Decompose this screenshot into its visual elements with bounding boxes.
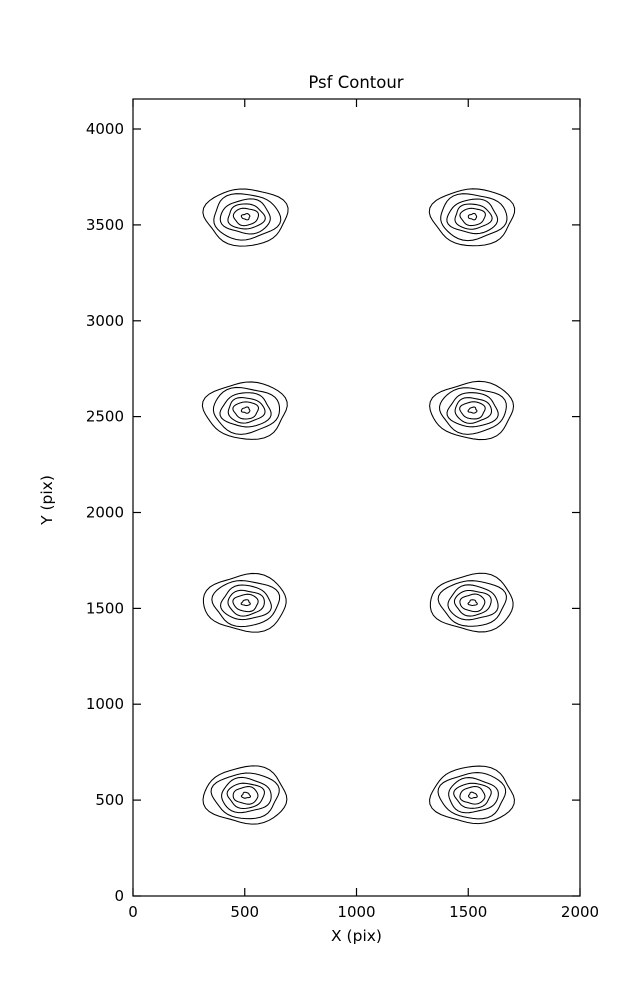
- psf-contour-group: [202, 765, 288, 825]
- x-tick-label: 0: [128, 903, 138, 921]
- psf-contour-group: [202, 572, 287, 633]
- contour-ring: [459, 401, 486, 420]
- contour-ring: [453, 782, 492, 809]
- contour-ring: [459, 593, 486, 613]
- contour-ring: [446, 198, 499, 235]
- contour-ring: [201, 381, 288, 440]
- contour-ring: [459, 786, 486, 805]
- contour-ring: [210, 772, 280, 820]
- y-tick-label: 500: [95, 791, 124, 809]
- contour-ring: [467, 212, 478, 221]
- contour-ring: [202, 765, 288, 825]
- contour-ring: [240, 599, 251, 607]
- contour-ring: [459, 207, 486, 227]
- psf-contour-group: [202, 188, 289, 247]
- psf-contour-group: [201, 381, 288, 440]
- contour-ring: [226, 782, 265, 810]
- contour-ring: [227, 203, 266, 230]
- contour-ring: [232, 786, 259, 805]
- page-title: Psf Contour: [308, 73, 403, 92]
- contour-ring: [202, 188, 289, 247]
- contour-ring: [227, 397, 266, 424]
- x-tick-marks: [132, 99, 581, 896]
- contour-ring: [437, 772, 507, 820]
- contour-ring: [219, 392, 272, 428]
- contour-ring: [227, 589, 265, 617]
- x-axis-label: X (pix): [331, 927, 382, 945]
- psf-contour-group: [429, 765, 515, 825]
- contour-ring: [454, 397, 493, 424]
- contour-ring: [232, 401, 260, 420]
- contour-ring: [437, 580, 507, 627]
- contour-ring: [429, 765, 515, 825]
- contour-ring: [467, 406, 478, 414]
- contour-groups: [201, 188, 516, 825]
- x-tick-label: 1500: [449, 903, 487, 921]
- psf-contour-group: [428, 188, 516, 247]
- contour-ring: [202, 572, 287, 633]
- y-tick-marks: [133, 128, 580, 897]
- y-tick-label: 3500: [86, 216, 124, 234]
- contour-ring: [232, 593, 259, 613]
- x-tick-label: 2000: [561, 903, 599, 921]
- contour-ring: [240, 791, 252, 799]
- contour-ring: [429, 380, 515, 441]
- contour-ring: [467, 791, 478, 799]
- contour-ring: [446, 392, 499, 428]
- plot-frame: [132, 98, 581, 897]
- x-tick-labels: 0 500 1000 1500 2000: [128, 903, 599, 921]
- contour-ring: [232, 207, 260, 227]
- contour-ring: [219, 198, 271, 235]
- contour-ring: [428, 188, 516, 247]
- psf-contour-group: [429, 380, 515, 441]
- contour-ring: [212, 386, 281, 435]
- y-tick-label: 4000: [86, 120, 124, 138]
- contour-ring: [219, 584, 272, 621]
- y-tick-label: 2500: [86, 408, 124, 426]
- y-tick-label: 2000: [86, 504, 124, 522]
- x-tick-label: 1000: [337, 903, 375, 921]
- contour-ring: [221, 776, 272, 814]
- contour-ring: [240, 406, 251, 414]
- contour-ring: [453, 589, 492, 617]
- contour-ring: [438, 387, 507, 435]
- y-tick-label: 3000: [86, 312, 124, 330]
- y-tick-labels: 0 500 1000 1500 2000 2500 3000 3500 4000: [86, 120, 124, 905]
- contour-ring: [211, 580, 281, 628]
- contour-ring: [454, 203, 493, 230]
- contour-ring: [467, 599, 478, 607]
- contour-ring: [240, 213, 251, 221]
- x-tick-label: 500: [230, 903, 259, 921]
- psf-contour-group: [429, 572, 514, 633]
- contour-ring: [447, 584, 499, 621]
- contour-ring: [448, 777, 499, 814]
- contour-ring: [440, 193, 508, 242]
- y-axis-label: Y (pix): [38, 475, 56, 526]
- contour-ring: [213, 193, 282, 241]
- y-tick-label: 0: [114, 887, 124, 905]
- contour-ring: [429, 572, 514, 633]
- y-tick-label: 1500: [86, 599, 124, 617]
- y-tick-label: 1000: [86, 695, 124, 713]
